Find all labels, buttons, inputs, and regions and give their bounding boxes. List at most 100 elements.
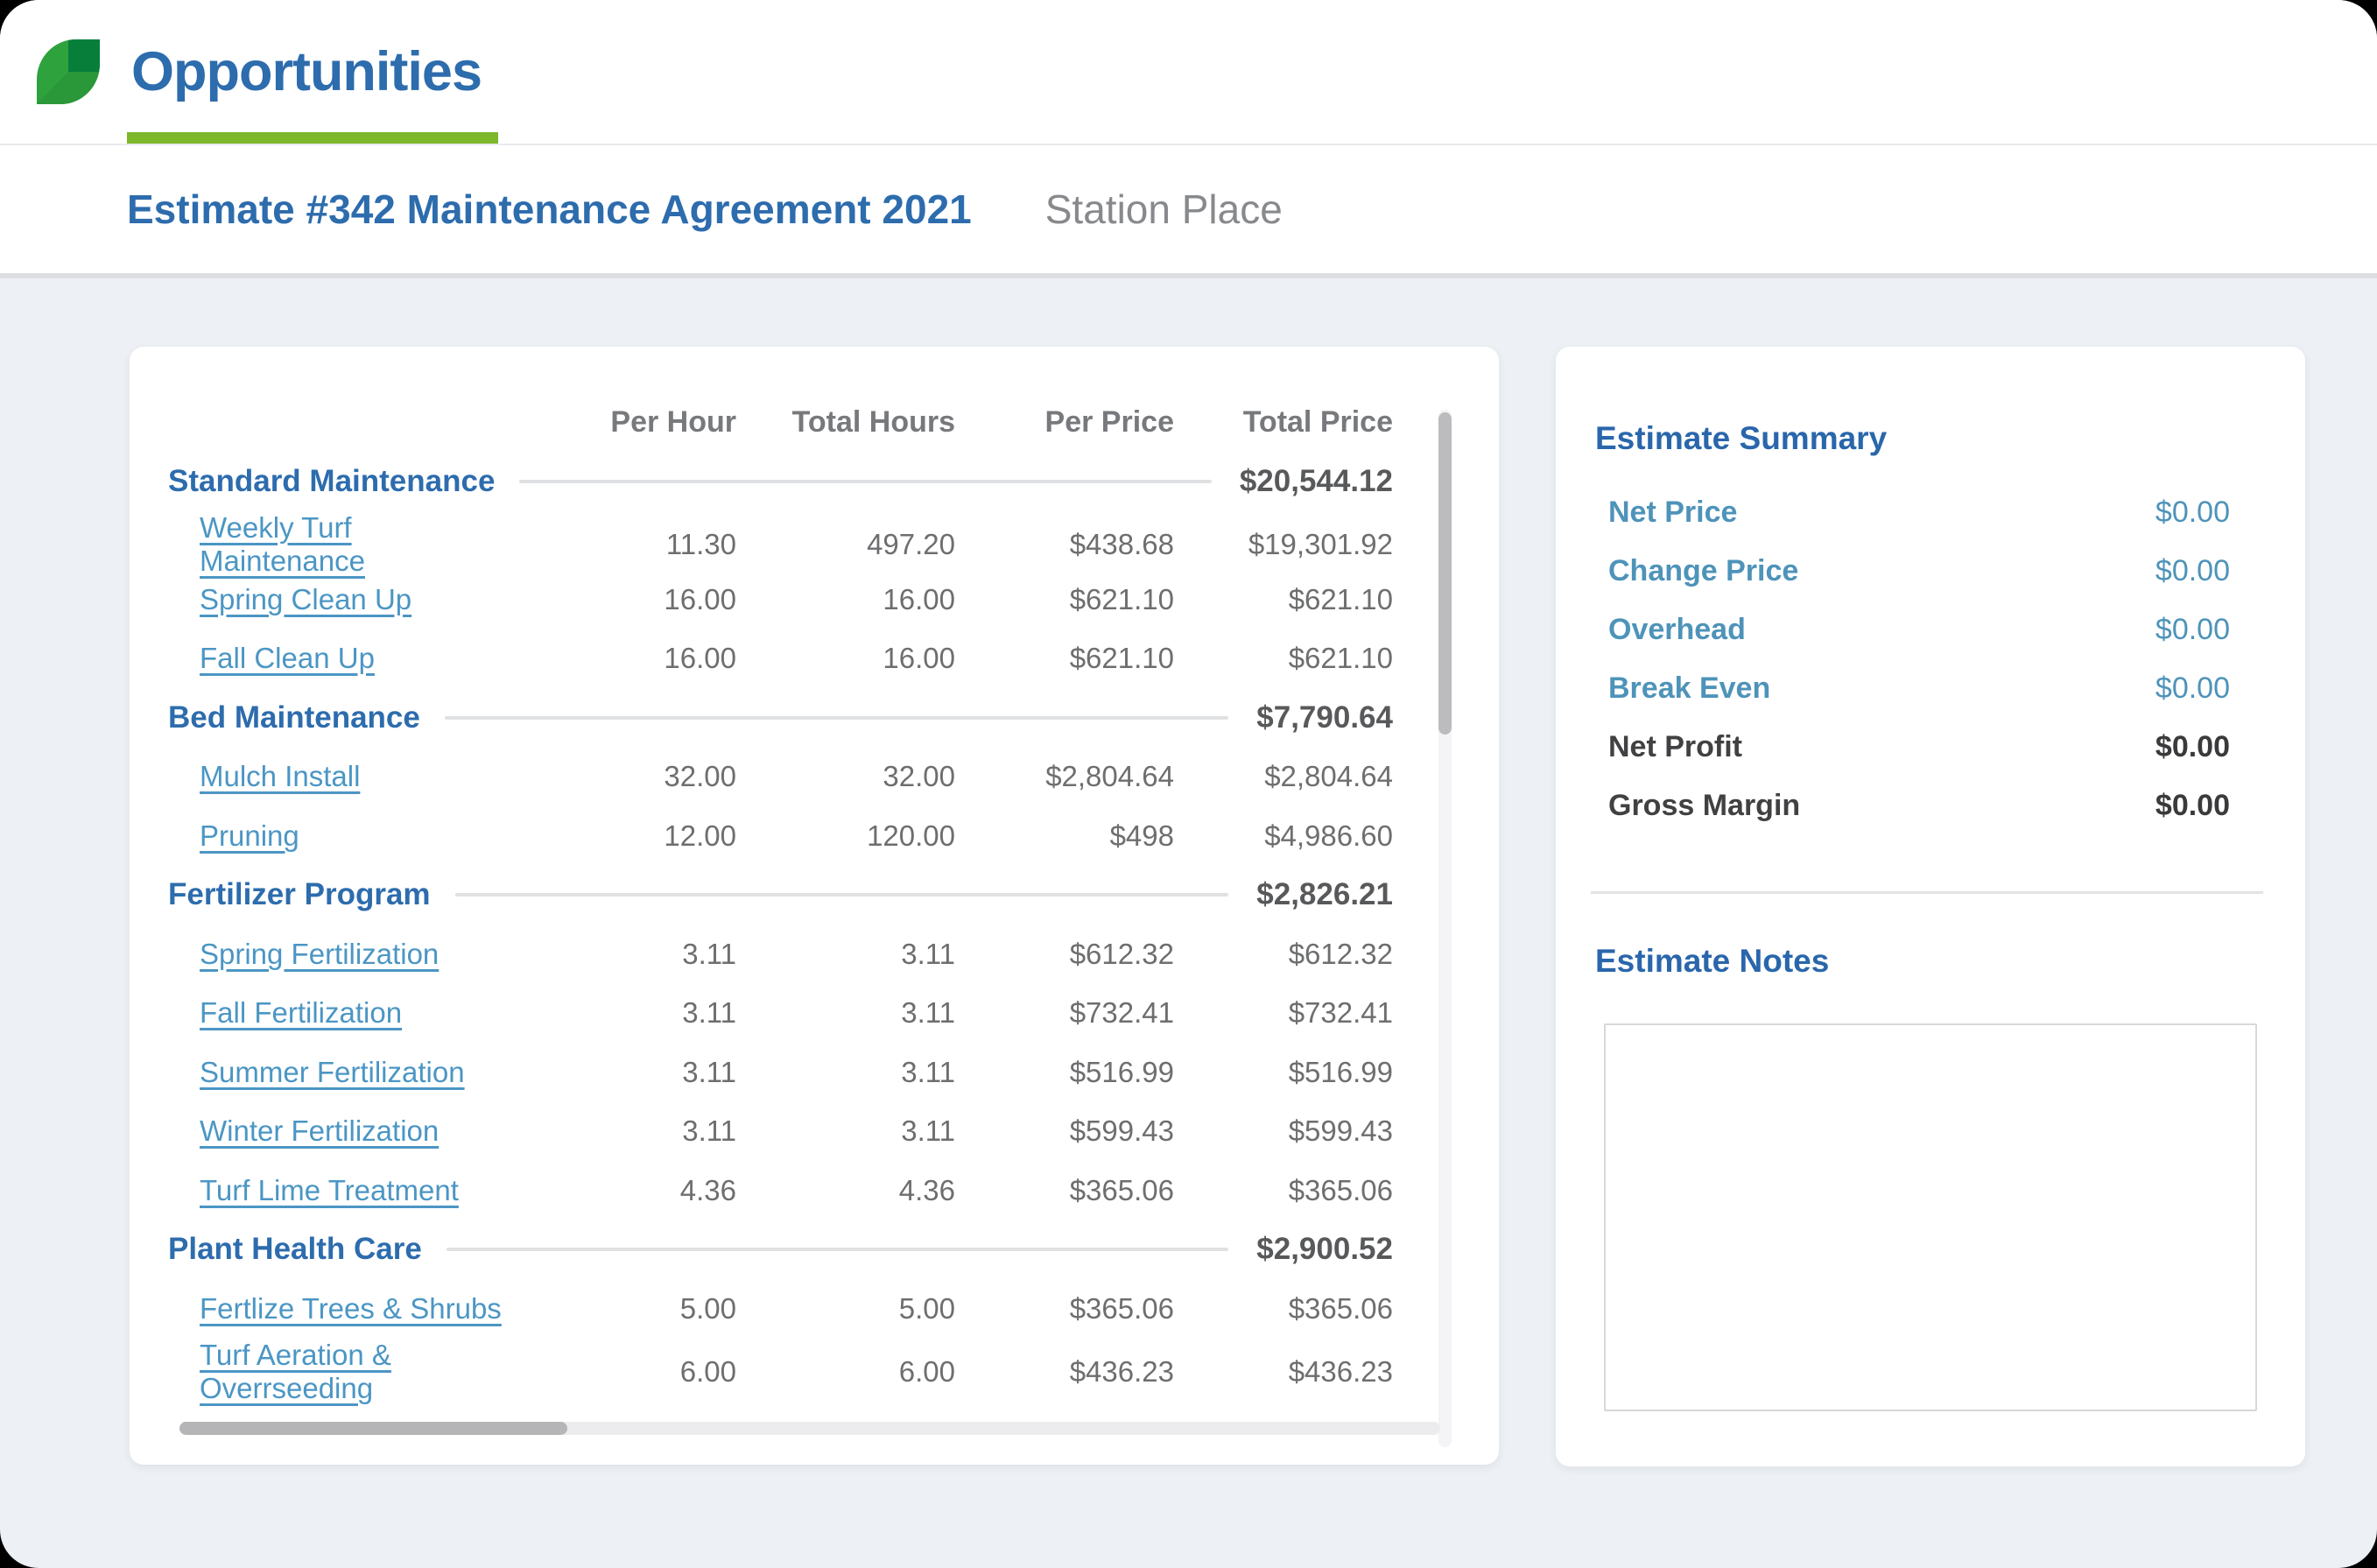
cell-total-price: $19,301.92 [1248, 527, 1393, 560]
cell-total-price: $365.06 [1288, 1173, 1393, 1206]
line-item-link[interactable]: Winter Fertilization [200, 1114, 440, 1148]
horizontal-scrollbar[interactable] [179, 1422, 1440, 1435]
cell-per-price: $436.23 [1069, 1354, 1174, 1388]
line-item-link[interactable]: Pruning [200, 819, 299, 852]
vertical-scrollbar-thumb[interactable] [1438, 412, 1452, 735]
leaf-logo-icon [37, 39, 100, 104]
estimate-summary-card: Estimate Summary Net Price $0.00 Change … [1556, 347, 2305, 1466]
cell-total-price: $612.32 [1288, 937, 1393, 970]
section-row: Plant Health Care $2,900.52 [168, 1220, 1393, 1280]
line-item-link[interactable]: Fall Fertilization [200, 996, 403, 1030]
summary-value: $0.00 [2155, 496, 2230, 529]
summary-label: Net Price [1608, 496, 1738, 529]
estimate-notes-title: Estimate Notes [1595, 943, 1830, 979]
line-item-row: Turf Aeration & Overrseeding 6.00 6.00 $… [168, 1339, 1393, 1404]
cell-total-hours: 16.00 [883, 582, 955, 615]
line-item-row: Fertlize Trees & Shrubs 5.00 5.00 $365.0… [168, 1279, 1393, 1339]
horizontal-scrollbar-thumb[interactable] [179, 1422, 567, 1435]
section-rule [454, 893, 1229, 897]
cell-per-price: $621.10 [1069, 642, 1174, 675]
vertical-scrollbar[interactable] [1438, 410, 1452, 1447]
estimate-notes-input[interactable] [1604, 1023, 2257, 1411]
summary-row: Overhead $0.00 [1608, 601, 2230, 659]
line-item-link[interactable]: Weekly Turf Maintenance [200, 510, 365, 577]
cell-total-hours: 16.00 [883, 642, 955, 675]
estimate-items-card: Per Hour Total Hours Per Price Total Pri… [130, 347, 1499, 1465]
cell-per-hour: 32.00 [664, 760, 736, 793]
cell-total-hours: 497.20 [867, 527, 955, 560]
cell-per-price: $498 [1109, 819, 1174, 852]
cell-total-price: $621.10 [1288, 582, 1393, 615]
summary-row: Gross Margin $0.00 [1608, 777, 2230, 835]
cell-total-price: $516.99 [1288, 1055, 1393, 1088]
client-name: Station Place [1044, 186, 1283, 232]
line-item-row: Spring Fertilization 3.11 3.11 $612.32 $… [168, 925, 1393, 984]
summary-value: $0.00 [2155, 730, 2230, 763]
line-item-row: Winter Fertilization 3.11 3.11 $599.43 $… [168, 1102, 1393, 1162]
cell-per-hour: 3.11 [682, 1114, 736, 1148]
section-total-price: $2,900.52 [1256, 1232, 1393, 1267]
line-item-link[interactable]: Mulch Install [200, 760, 361, 793]
cell-total-price: $732.41 [1288, 996, 1393, 1030]
page-header: Estimate #342 Maintenance Agreement 2021… [0, 145, 2377, 278]
cell-per-hour: 3.11 [682, 937, 736, 970]
line-item-link[interactable]: Summer Fertilization [200, 1055, 465, 1088]
line-item-row: Turf Lime Treatment 4.36 4.36 $365.06 $3… [168, 1161, 1393, 1220]
summary-label: Break Even [1608, 671, 1771, 705]
line-item-row: Weekly Turf Maintenance 11.30 497.20 $43… [168, 511, 1393, 577]
cell-total-price: $4,986.60 [1264, 819, 1393, 852]
active-tab-underline [127, 132, 498, 144]
column-header-per-hour: Per Hour [610, 404, 736, 439]
line-item-link[interactable]: Turf Lime Treatment [200, 1173, 459, 1206]
section-total-price: $2,826.21 [1256, 877, 1393, 912]
line-item-row: Summer Fertilization 3.11 3.11 $516.99 $… [168, 1043, 1393, 1102]
cell-per-hour: 3.11 [682, 1055, 736, 1088]
section-row: Bed Maintenance $7,790.64 [168, 688, 1393, 748]
cell-per-price: $599.43 [1069, 1114, 1174, 1148]
cell-total-price: $599.43 [1288, 1114, 1393, 1148]
summary-label: Change Price [1608, 554, 1799, 587]
cell-per-price: $2,804.64 [1045, 760, 1174, 793]
section-row: Standard Maintenance $20,544.12 [168, 452, 1393, 511]
summary-label: Gross Margin [1608, 789, 1801, 822]
section-total-price: $20,544.12 [1239, 463, 1393, 498]
cell-per-price: $365.06 [1069, 1173, 1174, 1206]
line-item-row: Mulch Install 32.00 32.00 $2,804.64 $2,8… [168, 748, 1393, 807]
summary-label: Net Profit [1608, 730, 1742, 763]
cell-total-hours: 3.11 [901, 1114, 955, 1148]
section-name: Standard Maintenance [168, 463, 496, 498]
cell-per-hour: 16.00 [664, 642, 736, 675]
line-item-link[interactable]: Fall Clean Up [200, 642, 375, 675]
cell-per-hour: 4.36 [679, 1173, 736, 1206]
cell-per-hour: 6.00 [679, 1354, 736, 1388]
line-item-link[interactable]: Spring Fertilization [200, 937, 440, 970]
section-name: Bed Maintenance [168, 700, 420, 735]
summary-value: $0.00 [2155, 613, 2230, 646]
cell-total-hours: 4.36 [898, 1173, 955, 1206]
estimate-summary-rows: Net Price $0.00 Change Price $0.00 Overh… [1608, 483, 2230, 835]
main-content: Per Hour Total Hours Per Price Total Pri… [0, 278, 2377, 1568]
line-item-link[interactable]: Fertlize Trees & Shrubs [200, 1291, 502, 1325]
cell-per-hour: 5.00 [679, 1291, 736, 1325]
line-item-link[interactable]: Turf Aeration & Overrseeding [200, 1338, 391, 1404]
cell-per-hour: 3.11 [682, 996, 736, 1030]
cell-per-price: $516.99 [1069, 1055, 1174, 1088]
cell-total-price: $2,804.64 [1264, 760, 1393, 793]
line-item-link[interactable]: Spring Clean Up [200, 582, 412, 615]
section-rule [444, 715, 1229, 720]
cell-total-hours: 3.11 [901, 1055, 955, 1088]
summary-row: Change Price $0.00 [1608, 542, 2230, 601]
line-item-row: Spring Clean Up 16.00 16.00 $621.10 $621… [168, 570, 1393, 629]
line-item-row: Pruning 12.00 120.00 $498 $4,986.60 [168, 806, 1393, 866]
cell-per-hour: 16.00 [664, 582, 736, 615]
section-rule [519, 479, 1212, 483]
cell-per-price: $365.06 [1069, 1291, 1174, 1325]
column-header-total-hours: Total Hours [791, 404, 955, 439]
section-total-price: $7,790.64 [1256, 700, 1393, 735]
cell-total-hours: 3.11 [901, 937, 955, 970]
cell-per-hour: 12.00 [664, 819, 736, 852]
section-name: Plant Health Care [168, 1232, 422, 1267]
summary-row: Break Even $0.00 [1608, 659, 2230, 718]
line-item-row: Fall Clean Up 16.00 16.00 $621.10 $621.1… [168, 629, 1393, 689]
